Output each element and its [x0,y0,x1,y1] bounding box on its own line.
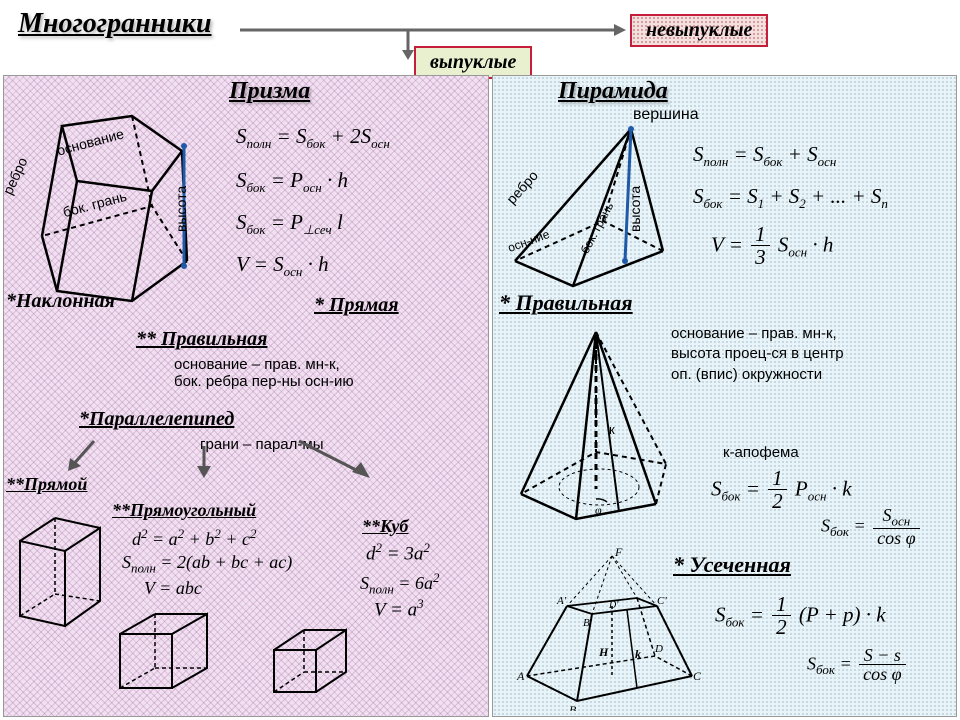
regular-pyramid: к φ [501,324,701,534]
pyr-f2: Sбок = S1 + S2 + ... + Sn [693,184,888,212]
svg-text:к: к [609,422,615,437]
trunc-f2: Sбок = S − scos φ [807,646,909,685]
pyr-f3: V = 13 Sосн · h [711,224,833,269]
para-arrows [64,436,424,486]
right-para: **Прямой [6,474,87,495]
cube-f3: V = a3 [374,596,424,621]
svg-text:D': D' [608,600,619,611]
pyr-height-label: высота [627,186,643,232]
rect-f3: V = abc [144,578,202,599]
cube: **Куб [362,516,408,537]
rect-box [112,606,217,701]
rect-f2: Sполн = 2(ab + bc + ac) [122,552,292,577]
pyr-f1: Sполн = Sбок + Sосн [693,142,836,170]
prism-regular: ** Правильная [136,328,267,351]
svg-text:A': A' [556,595,567,607]
prism-panel: Призма ребро основание бок. грань высота… [3,75,489,717]
prism-f4: V = Sосн · h [236,252,329,280]
svg-text:C: C [693,669,702,683]
cube-box [266,614,356,704]
apothem-note: к-апофема [723,444,799,461]
prism-height-label: высота [173,186,189,232]
prism-title: Призма [229,78,310,105]
svg-text:D: D [654,643,663,655]
rect-para: **Прямоугольный [112,500,256,521]
header: Многогранники невыпуклые выпуклые [0,0,960,75]
header-arrows [0,0,960,75]
svg-text:F: F [614,546,623,559]
cube-f1: d2 = 3a2 [366,540,430,565]
prism-obl: *Наклонная [6,290,115,313]
svg-text:C': C' [657,595,667,607]
svg-text:A: A [516,669,525,683]
pyr-reg-f2: Sбок = Sоснcos φ [821,506,923,548]
pyramid-panel: Пирамида вершина ребро осн-ние бок. гран… [492,75,957,717]
pyramid-diagram [503,121,683,291]
prism-para: *Параллелепипед [79,408,234,431]
prism-f3: Sбок = P⊥сеч l [236,210,343,238]
trunc-pyramid: F A' B' C' D' A B C D H k [507,546,707,711]
prism-f1: Sполн = Sбок + 2Sосн [236,124,390,152]
oblique-box [10,506,110,636]
rect-f1: d2 = a2 + b2 + c2 [132,526,256,550]
svg-text:B: B [569,703,577,711]
prism-regular-note: основание – прав. мн-к, бок. ребра пер-н… [174,356,354,390]
pyramid-title: Пирамида [558,78,668,105]
prism-right: * Прямая [314,294,399,317]
cube-f2: Sполн = 6a2 [360,570,439,598]
pyr-regular: * Правильная [499,290,633,316]
svg-text:H: H [598,645,609,659]
prism-f2: Sбок = Pосн · h [236,168,348,196]
trunc-f1: Sбок = 12 (P + p) · k [715,594,886,639]
svg-text:k: k [635,647,641,661]
